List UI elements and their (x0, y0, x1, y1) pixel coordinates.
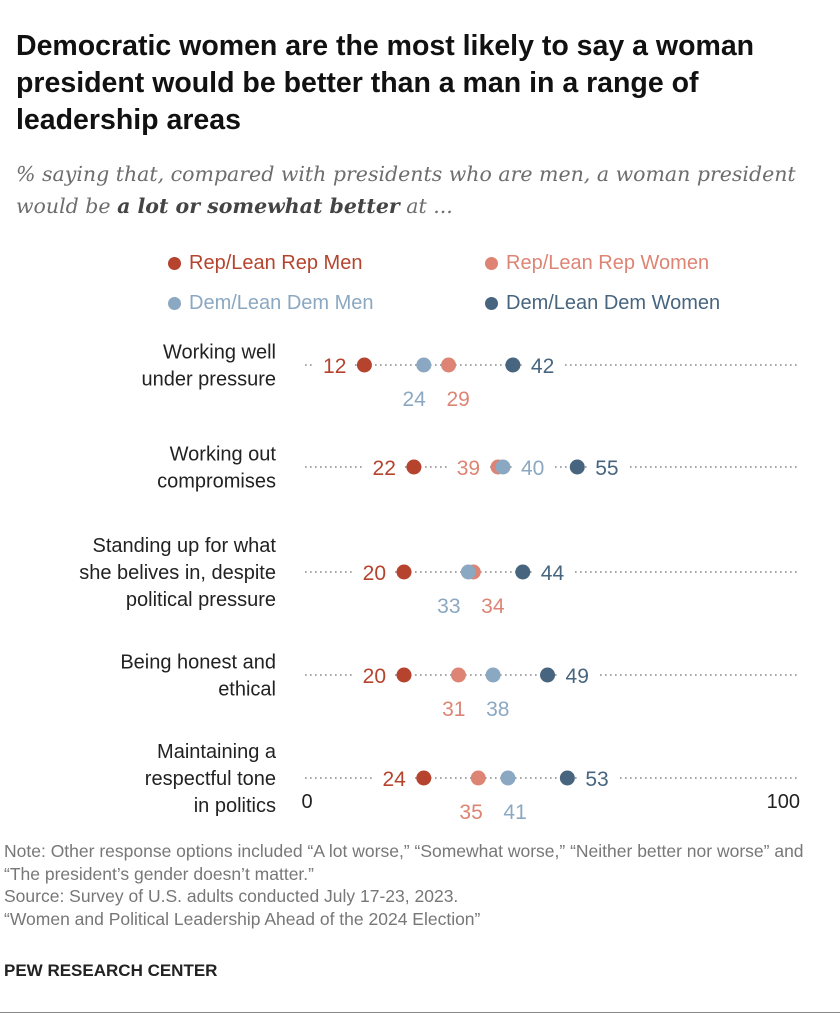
dot-dem-lean-dem-men (485, 667, 501, 683)
x-tick-label: 100 (767, 791, 800, 813)
label-gap (314, 353, 355, 377)
dot-dem-lean-dem-women (569, 459, 585, 475)
legend-dot (168, 297, 181, 310)
legend-rep-women: Rep/Lean Rep Women (485, 252, 709, 275)
dot-dem-lean-dem-women (515, 564, 531, 580)
category-label: Being honest and (120, 652, 276, 674)
dot-dem-lean-dem-men (500, 770, 516, 786)
dot-rep-lean-rep-men (406, 459, 422, 475)
label-gap (373, 766, 414, 790)
value-label: 29 (446, 388, 469, 411)
category-label: she belives in, despite (79, 562, 276, 584)
label-gap (522, 353, 563, 377)
brand-logo-text: PEW RESEARCH CENTER (4, 961, 218, 980)
category-label: ethical (218, 679, 276, 701)
note-text: Note: Other response options included “A… (4, 841, 804, 884)
bottom-rule (0, 1012, 840, 1013)
dot-rep-lean-rep-men (356, 357, 372, 373)
label-gap (532, 560, 573, 584)
legend-label: Rep/Lean Rep Women (506, 252, 710, 274)
dot-dem-lean-dem-men (416, 357, 432, 373)
value-label: 39 (457, 457, 480, 480)
value-label: 38 (486, 698, 509, 721)
subtitle-end: at ... (399, 194, 453, 218)
label-gap (354, 560, 394, 584)
legend-dot (485, 257, 498, 270)
legend-dem-women: Dem/Lean Dem Women (485, 292, 720, 315)
legend-label: Dem/Lean Dem Women (506, 292, 721, 314)
notes: Note: Other response options included “A… (4, 840, 834, 930)
value-label: 34 (481, 595, 505, 618)
legend-label: Dem/Lean Dem Men (189, 292, 374, 314)
category-label: compromises (157, 471, 276, 493)
label-gap (448, 455, 489, 479)
dot-rep-lean-rep-men (416, 770, 432, 786)
value-label: 40 (521, 457, 544, 480)
legend-label: Rep/Lean Rep Men (189, 252, 363, 274)
label-gap (577, 766, 618, 790)
dot-rep-lean-rep-women (470, 770, 486, 786)
dot-rep-lean-rep-women (441, 357, 457, 373)
value-label: 31 (442, 698, 465, 721)
category-label: respectful tone (145, 768, 276, 790)
dot-plot: Working well under pressure 12 42 24 29 Workin… (79, 342, 800, 824)
dot-rep-lean-rep-women (450, 667, 466, 683)
value-label: 20 (363, 665, 386, 688)
value-label: 24 (402, 388, 426, 411)
value-label: 53 (585, 768, 608, 791)
value-label: 41 (503, 801, 526, 824)
value-label: 22 (373, 457, 396, 480)
value-label: 42 (531, 355, 554, 378)
category-label: Standing up for what (93, 535, 277, 557)
dot-rep-lean-rep-men (396, 667, 412, 683)
category-label: political pressure (126, 589, 276, 611)
dot-dem-lean-dem-men (460, 564, 476, 580)
value-label: 33 (437, 595, 460, 618)
chart-title: Democratic women are the most likely to … (16, 30, 755, 136)
report-title: “Women and Political Leadership Ahead of… (4, 908, 481, 929)
dot-dem-lean-dem-men (495, 459, 511, 475)
value-label: 55 (595, 457, 618, 480)
value-label: 44 (541, 562, 565, 585)
dot-dem-lean-dem-women (540, 667, 556, 683)
value-label: 49 (566, 665, 589, 688)
chart-subtitle: % saying that, compared with presidents … (16, 158, 816, 222)
category-label: in politics (194, 795, 276, 817)
legend-dot (485, 297, 498, 310)
x-tick-label: 0 (301, 791, 312, 813)
label-gap (363, 455, 404, 479)
dot-dem-lean-dem-women (505, 357, 521, 373)
subtitle-bold: a lot or somewhat better (117, 194, 400, 218)
dot-rep-lean-rep-men (396, 564, 412, 580)
category-label: Working well (163, 342, 276, 364)
label-gap (557, 663, 598, 687)
category-label: Maintaining a (157, 741, 277, 763)
dot-dem-lean-dem-women (559, 770, 575, 786)
value-label: 35 (459, 801, 482, 824)
value-label: 24 (382, 768, 406, 791)
value-label: 12 (323, 355, 346, 378)
legend-rep-men: Rep/Lean Rep Men (168, 252, 362, 275)
label-gap (354, 663, 394, 687)
label-gap (513, 455, 553, 479)
source-text: Source: Survey of U.S. adults conducted … (4, 886, 459, 906)
value-label: 20 (363, 562, 386, 585)
legend-dot (168, 257, 181, 270)
subtitle-text: % saying that, compared with presidents … (16, 162, 796, 218)
category-label: Working out (170, 444, 277, 466)
legend-dem-men: Dem/Lean Dem Men (168, 292, 374, 315)
category-label: under pressure (141, 369, 276, 391)
label-gap (587, 455, 628, 479)
